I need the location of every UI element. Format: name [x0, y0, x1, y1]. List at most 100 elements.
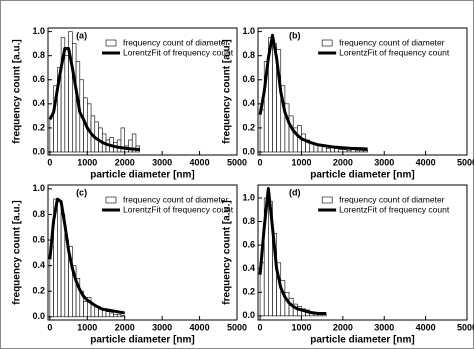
panel-label: (b)	[289, 30, 301, 40]
histogram-bar	[120, 127, 126, 153]
histogram-bar	[325, 148, 331, 153]
legend-label: LorentzFit of frequency count	[123, 47, 234, 57]
legend-swatch	[105, 39, 117, 47]
x-tick-label: 1000	[77, 157, 97, 167]
plot-frame	[257, 27, 468, 156]
legend-label: frequency count of diameter	[123, 37, 229, 47]
fit-line	[258, 33, 368, 151]
legend-swatch	[321, 39, 333, 47]
y-tick-label: 0.4	[32, 98, 45, 108]
x-tick-label: 3000	[152, 157, 172, 167]
x-tick-label: 4000	[416, 157, 436, 167]
x-tick-label: 1000	[77, 322, 97, 332]
x-tick-label: 2000	[333, 157, 353, 167]
panel-label: (d)	[289, 187, 301, 197]
panel-label: (a)	[76, 30, 87, 40]
fit-line	[48, 197, 125, 315]
histogram-bar	[120, 315, 126, 318]
y-tick-label: 0.2	[32, 122, 45, 132]
x-tick-label: 1000	[291, 322, 311, 332]
x-tick-label: 5000	[457, 157, 474, 167]
histogram-bar	[57, 201, 62, 318]
histogram-bar	[338, 149, 344, 153]
panel-label: (c)	[76, 187, 87, 197]
histogram-bar	[49, 115, 54, 153]
histogram-bar	[317, 145, 323, 153]
histogram-bar	[72, 43, 77, 153]
histogram-bar	[105, 311, 111, 318]
x-axis-label: particle diameter [nm]	[90, 335, 194, 346]
legend-label: LorentzFit of frequency count	[339, 204, 450, 214]
legend-label: LorentzFit of frequency count	[339, 47, 450, 57]
y-axis-label: frequency count [a.u.]	[222, 200, 233, 304]
y-tick-label: 0.8	[242, 50, 255, 60]
x-tick-label: 2000	[333, 322, 353, 332]
x-tick-label: 1000	[291, 157, 311, 167]
x-tick-label: 0	[258, 322, 263, 332]
histogram-bar	[354, 150, 360, 153]
y-tick-label: 0.0	[242, 146, 255, 156]
histogram-bar	[113, 313, 118, 318]
y-tick-label: 0.6	[32, 74, 45, 84]
x-tick-label: 5000	[227, 322, 247, 332]
x-tick-label: 4000	[190, 322, 210, 332]
histogram-bar	[83, 301, 88, 318]
histogram-bar	[363, 150, 368, 153]
y-tick-label: 1.0	[242, 192, 255, 202]
y-tick-label: 1.0	[32, 183, 45, 193]
y-tick-label: 0.4	[242, 263, 255, 273]
y-tick-label: 0.6	[32, 234, 45, 244]
legend-label: frequency count of diameter	[339, 194, 445, 204]
plot-frame	[47, 184, 238, 321]
y-tick-label: 0.0	[242, 310, 255, 320]
histogram-bar	[131, 133, 137, 153]
histogram-bar	[64, 55, 69, 153]
legend-swatch	[321, 196, 333, 204]
x-tick-label: 4000	[190, 157, 210, 167]
y-tick-label: 0.4	[242, 98, 255, 108]
histogram-bar	[301, 133, 306, 153]
histogram-bar	[259, 109, 265, 153]
x-tick-label: 5000	[457, 322, 474, 332]
y-tick-label: 0.2	[242, 122, 255, 132]
x-axis-label: particle diameter [nm]	[90, 170, 194, 181]
legend-swatch	[105, 196, 117, 204]
legend-label: frequency count of diameter	[339, 37, 445, 47]
x-tick-label: 4000	[416, 322, 436, 332]
y-tick-label: 1.0	[242, 26, 255, 36]
fit-line	[258, 187, 327, 316]
x-tick-label: 2000	[115, 157, 135, 167]
histogram-bar	[109, 312, 114, 318]
y-tick-label: 0.8	[32, 50, 45, 60]
y-tick-label: 0.6	[242, 74, 255, 84]
y-tick-label: 1.0	[32, 26, 45, 36]
y-tick-label: 0.4	[32, 260, 45, 270]
histogram-bar	[101, 310, 107, 318]
x-tick-label: 0	[258, 157, 263, 167]
legend-label: LorentzFit of frequency count	[123, 204, 234, 214]
fit-line	[48, 46, 140, 152]
x-axis-label: particle diameter [nm]	[310, 170, 414, 181]
y-tick-label: 0.2	[242, 287, 255, 297]
histogram-bar	[116, 313, 122, 318]
x-tick-label: 3000	[374, 322, 394, 332]
x-tick-label: 0	[47, 157, 52, 167]
x-tick-label: 0	[47, 322, 52, 332]
y-tick-label: 0.0	[32, 146, 45, 156]
x-tick-label: 3000	[152, 322, 172, 332]
y-tick-label: 0.2	[32, 286, 45, 296]
y-axis-label: frequency count [a.u.]	[12, 39, 23, 143]
legend-label: frequency count of diameter	[123, 194, 229, 204]
y-tick-label: 0.6	[242, 240, 255, 250]
x-tick-label: 5000	[227, 157, 247, 167]
y-axis-label: frequency count [a.u.]	[12, 200, 23, 304]
plot-frame	[47, 27, 238, 156]
y-axis-label: frequency count [a.u.]	[222, 39, 233, 143]
y-tick-label: 0.8	[242, 216, 255, 226]
histogram-bar	[359, 150, 364, 153]
x-tick-label: 2000	[115, 322, 135, 332]
histogram-bar	[342, 149, 348, 153]
y-tick-label: 0.8	[32, 209, 45, 219]
plot-frame	[257, 184, 468, 321]
